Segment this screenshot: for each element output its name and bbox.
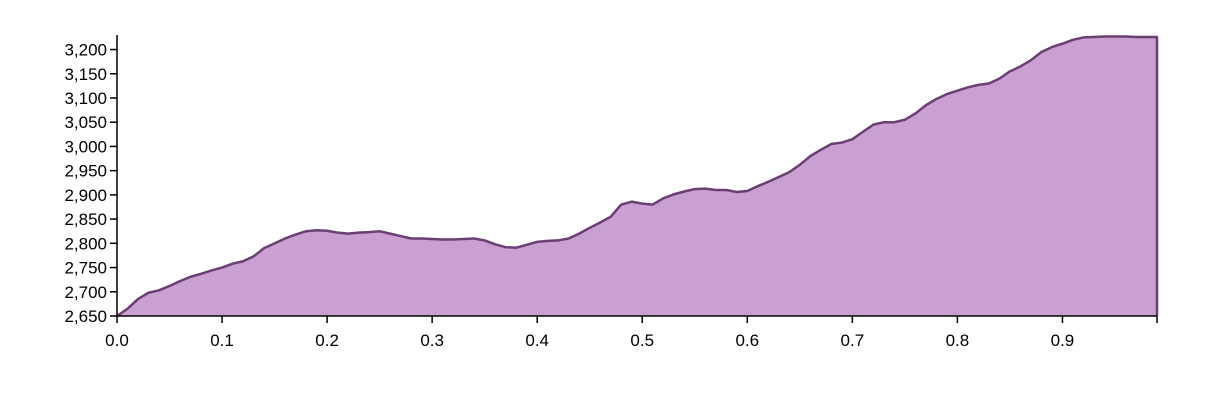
y-tick-label: 2,850 — [64, 210, 107, 229]
y-tick-label: 3,200 — [64, 41, 107, 60]
x-tick-label: 0.0 — [105, 331, 129, 350]
x-tick-label: 0.4 — [525, 331, 549, 350]
y-tick-label: 2,950 — [64, 162, 107, 181]
y-tick-label: 2,650 — [64, 307, 107, 326]
y-tick-label: 3,050 — [64, 113, 107, 132]
x-tick-label: 0.1 — [210, 331, 234, 350]
y-tick-label: 3,150 — [64, 65, 107, 84]
x-tick-label: 0.6 — [735, 331, 759, 350]
x-tick-label: 0.5 — [630, 331, 654, 350]
area-series-fill — [117, 36, 1157, 316]
x-axis: 0.0 0.1 0.2 0.3 0.4 0.5 0.6 0.7 0.8 0.9 — [105, 315, 1158, 350]
area-series-line — [116, 35, 1159, 318]
y-tick-label: 2,700 — [64, 283, 107, 302]
x-tick-label: 0.9 — [1051, 331, 1075, 350]
x-tick-label: 0.7 — [841, 331, 865, 350]
y-tick-label: 3,100 — [64, 89, 107, 108]
y-tick-label: 2,900 — [64, 186, 107, 205]
x-tick-label: 0.3 — [420, 331, 444, 350]
y-tick-label: 2,800 — [64, 234, 107, 253]
y-axis: 2,650 2,700 2,750 2,800 2,850 2,900 2,950 3,000… — [64, 35, 118, 326]
y-tick-label: 2,750 — [64, 259, 107, 278]
plot-area — [116, 35, 1159, 318]
y-tick-label: 3,000 — [64, 137, 107, 156]
x-tick-label: 0.8 — [946, 331, 970, 350]
x-tick-label: 0.2 — [315, 331, 339, 350]
